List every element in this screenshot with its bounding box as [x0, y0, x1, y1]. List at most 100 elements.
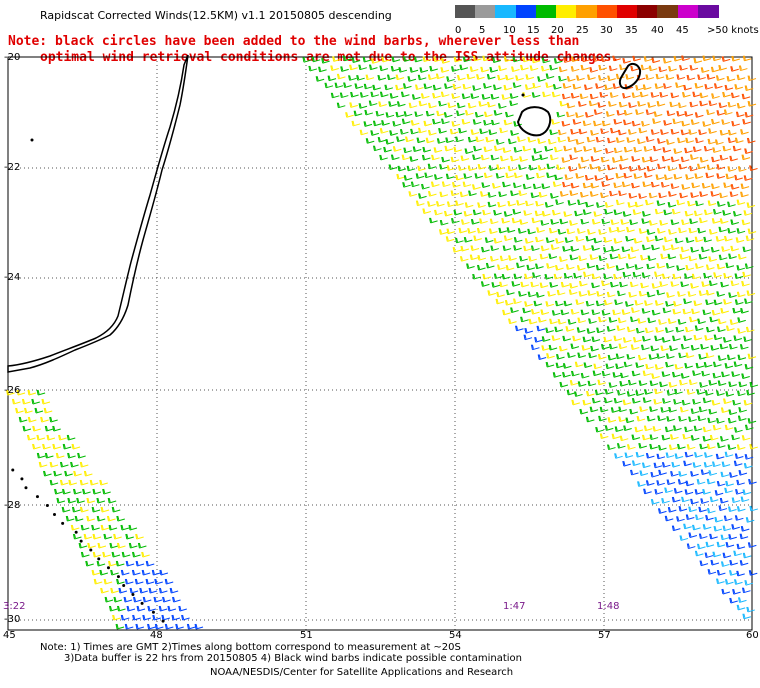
wind-barb	[686, 444, 696, 450]
wind-barb	[457, 74, 466, 81]
wind-barb	[385, 138, 395, 145]
wind-barb	[697, 415, 707, 422]
wind-barb	[716, 291, 725, 297]
wind-barb	[378, 101, 387, 108]
wind-barb	[417, 74, 427, 81]
wind-barb	[694, 550, 704, 557]
contamination-marker	[24, 486, 28, 490]
wind-barb	[478, 101, 488, 107]
wind-barb	[742, 118, 751, 125]
wind-barb	[727, 417, 737, 424]
wind-barb	[662, 57, 672, 64]
wind-barb	[683, 523, 692, 530]
wind-barb	[722, 210, 731, 216]
wind-barb	[737, 317, 746, 323]
wind-barb	[734, 137, 744, 144]
wind-barb	[737, 597, 747, 603]
wind-barb	[65, 515, 75, 522]
wind-barb	[481, 94, 491, 100]
wind-barb	[141, 569, 151, 576]
wind-barb	[737, 253, 747, 260]
wind-barb	[489, 67, 499, 73]
wind-barb	[446, 228, 456, 235]
wind-barb	[732, 307, 742, 314]
wind-barb	[100, 506, 110, 513]
wind-barb	[653, 111, 663, 117]
wind-barb	[615, 353, 625, 360]
wind-barb	[672, 273, 682, 280]
wind-barb	[390, 154, 400, 161]
wind-barb	[685, 352, 695, 359]
wind-barb	[672, 118, 682, 125]
wind-barb	[580, 218, 590, 225]
wind-barb	[587, 74, 596, 81]
wind-barb	[690, 408, 700, 415]
wind-barb	[744, 364, 754, 370]
wind-barb	[541, 336, 551, 342]
wind-barb	[512, 208, 522, 215]
wind-barb	[692, 399, 701, 405]
footer-note-line-2: 3)Data buffer is 22 hrs from 20150805 4)…	[64, 653, 522, 664]
wind-barb	[646, 415, 656, 422]
wind-barb	[603, 273, 612, 280]
wind-barb	[44, 452, 54, 459]
wind-barb	[359, 129, 369, 136]
wind-barb	[549, 282, 558, 288]
wind-barb	[732, 145, 742, 152]
wind-barb	[518, 190, 528, 197]
wind-barb	[734, 427, 743, 433]
wind-barb	[570, 92, 580, 99]
wind-barb	[623, 110, 633, 116]
wind-barb	[582, 120, 592, 127]
wind-barb	[708, 100, 718, 107]
lat-label-24: -24	[4, 272, 21, 283]
wind-barb	[700, 67, 710, 73]
wind-barb	[700, 498, 709, 504]
wind-barb	[142, 614, 151, 621]
wind-barb	[634, 264, 644, 270]
wind-barb	[660, 129, 669, 135]
wind-barb	[428, 102, 437, 109]
wind-barb	[670, 156, 680, 163]
wind-barb	[702, 309, 712, 316]
wind-barb	[52, 443, 61, 450]
wind-barb	[695, 362, 705, 369]
wind-barb	[615, 363, 624, 370]
wind-barb	[466, 73, 476, 80]
wind-barb	[451, 93, 460, 99]
wind-barb	[534, 210, 544, 217]
wind-barb	[730, 66, 739, 72]
wind-barb	[656, 262, 666, 269]
wind-barb	[135, 533, 144, 540]
wind-barb	[389, 93, 399, 99]
wind-barb	[722, 525, 732, 532]
wind-barb	[721, 119, 730, 125]
scale-color-swatch	[657, 5, 679, 18]
wind-barb	[100, 587, 109, 594]
wind-barb	[704, 335, 713, 341]
wind-barb	[678, 227, 687, 234]
wind-barb	[698, 506, 707, 513]
wind-barb	[676, 199, 685, 206]
wind-barb	[590, 130, 599, 136]
wind-barb	[488, 228, 498, 234]
wind-barb	[702, 524, 712, 530]
wind-barb	[720, 281, 729, 288]
wind-barb	[666, 390, 676, 396]
wind-barb	[27, 389, 37, 396]
wind-barb	[468, 190, 477, 197]
wind-barb	[673, 399, 682, 405]
wind-barb	[703, 236, 712, 243]
wind-barb	[504, 300, 514, 306]
wind-barb	[727, 101, 737, 108]
wind-barb	[671, 496, 681, 503]
wind-barb	[505, 264, 515, 271]
wind-barb	[427, 201, 436, 207]
wind-barb	[336, 73, 346, 80]
wind-barb	[351, 57, 361, 63]
wind-barb	[744, 85, 754, 91]
wind-barb	[577, 317, 587, 324]
wind-barb	[524, 301, 533, 307]
scale-color-swatch	[576, 5, 598, 18]
wind-barb	[744, 298, 753, 305]
